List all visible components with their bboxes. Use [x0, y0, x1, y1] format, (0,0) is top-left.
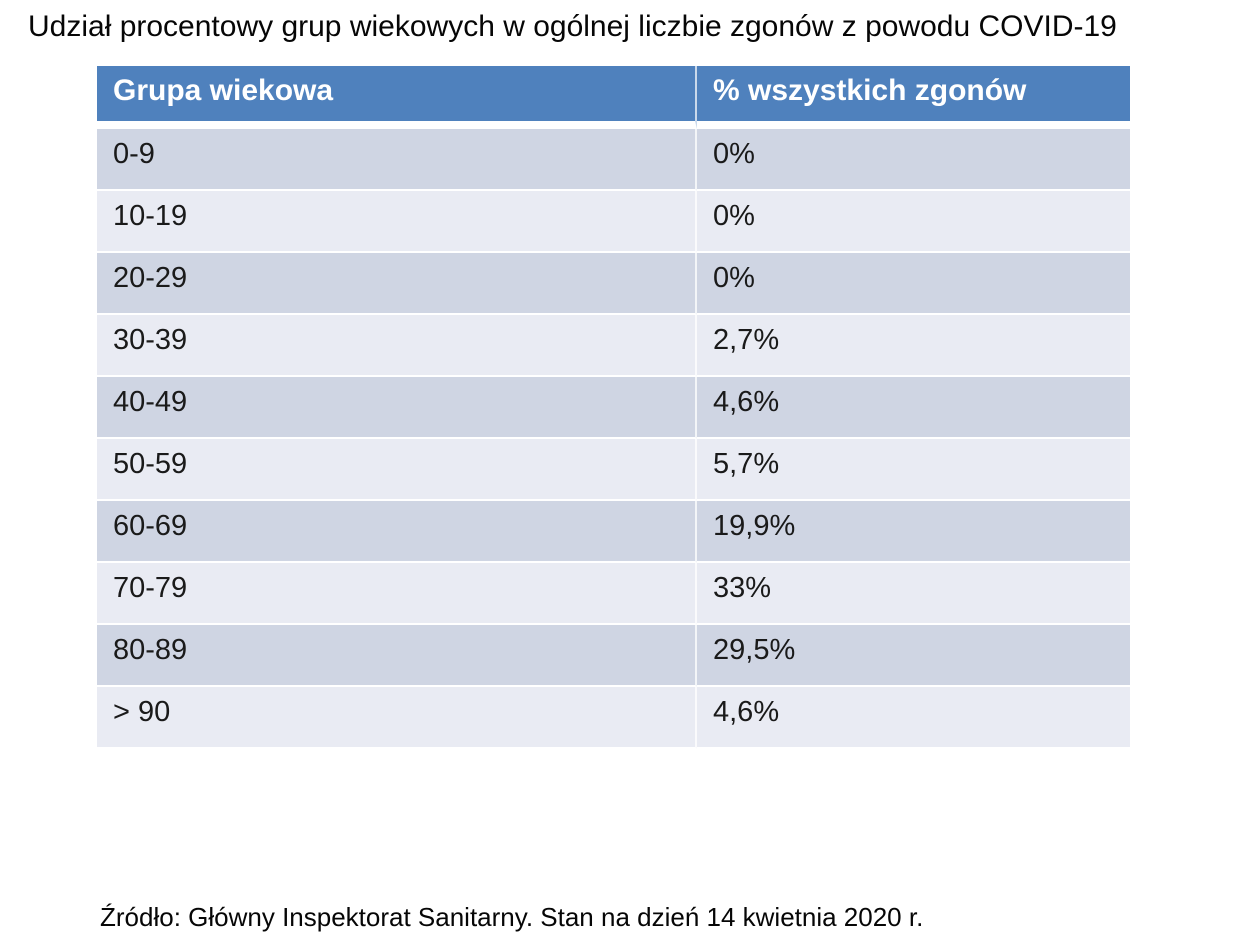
- age-group-cell: 70-79: [97, 563, 697, 625]
- table-row: 80-89 29,5%: [97, 625, 1130, 687]
- pct-cell: 4,6%: [697, 377, 1130, 439]
- age-group-cell: 0-9: [97, 129, 697, 191]
- age-group-cell: 40-49: [97, 377, 697, 439]
- table-header-row: Grupa wiekowa % wszystkich zgonów: [97, 66, 1130, 129]
- age-group-cell: 80-89: [97, 625, 697, 687]
- column-header-pct-deaths: % wszystkich zgonów: [697, 66, 1130, 129]
- pct-cell: 4,6%: [697, 687, 1130, 749]
- age-group-cell: 30-39: [97, 315, 697, 377]
- table-row: 20-29 0%: [97, 253, 1130, 315]
- pct-cell: 19,9%: [697, 501, 1130, 563]
- source-note: Źródło: Główny Inspektorat Sanitarny. St…: [100, 902, 924, 932]
- column-header-age-group: Grupa wiekowa: [97, 66, 697, 129]
- table-row: 60-69 19,9%: [97, 501, 1130, 563]
- pct-cell: 29,5%: [697, 625, 1130, 687]
- age-group-cell: 10-19: [97, 191, 697, 253]
- table-row: > 90 4,6%: [97, 687, 1130, 749]
- pct-cell: 5,7%: [697, 439, 1130, 501]
- pct-cell: 0%: [697, 129, 1130, 191]
- table-row: 40-49 4,6%: [97, 377, 1130, 439]
- age-group-cell: 20-29: [97, 253, 697, 315]
- pct-cell: 2,7%: [697, 315, 1130, 377]
- page-title: Udział procentowy grup wiekowych w ogóln…: [28, 10, 1117, 43]
- table-row: 50-59 5,7%: [97, 439, 1130, 501]
- pct-cell: 0%: [697, 191, 1130, 253]
- age-group-deaths-table: Grupa wiekowa % wszystkich zgonów 0-9 0%…: [97, 66, 1130, 749]
- age-group-cell: > 90: [97, 687, 697, 749]
- pct-cell: 0%: [697, 253, 1130, 315]
- age-group-cell: 60-69: [97, 501, 697, 563]
- table-row: 0-9 0%: [97, 129, 1130, 191]
- table-row: 30-39 2,7%: [97, 315, 1130, 377]
- table-row: 10-19 0%: [97, 191, 1130, 253]
- table-row: 70-79 33%: [97, 563, 1130, 625]
- pct-cell: 33%: [697, 563, 1130, 625]
- table-body: 0-9 0% 10-19 0% 20-29 0% 30-39 2,7% 40-4…: [97, 129, 1130, 749]
- age-group-cell: 50-59: [97, 439, 697, 501]
